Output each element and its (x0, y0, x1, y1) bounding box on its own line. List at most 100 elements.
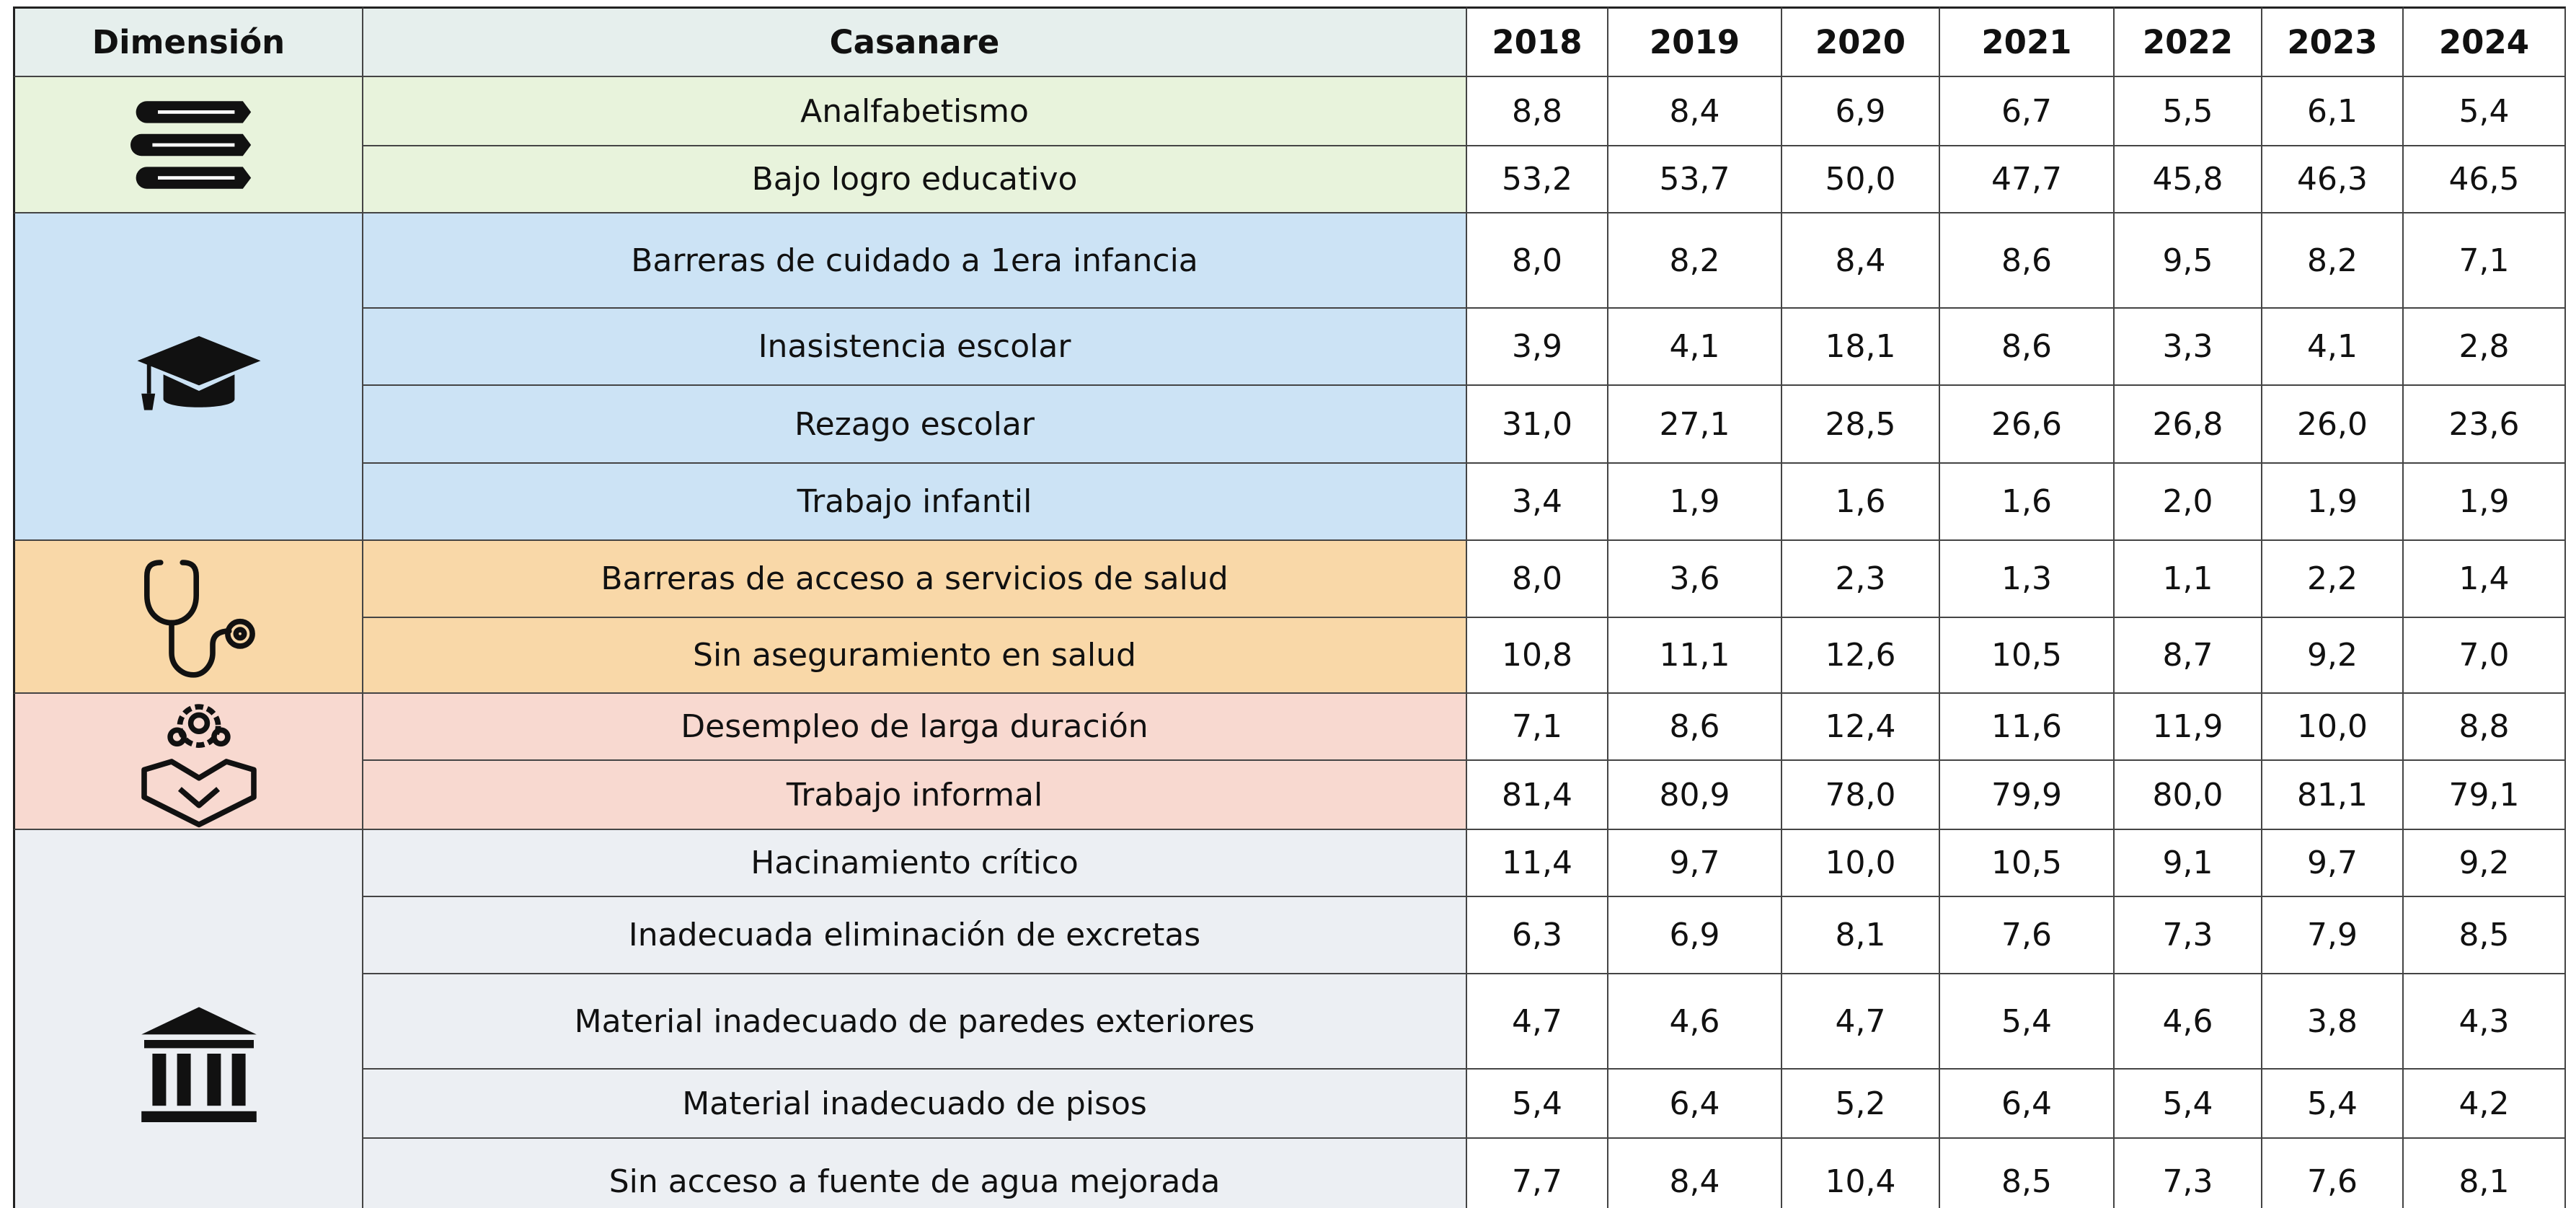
value-cell: 26,6 (1940, 386, 2115, 464)
value-cell: 5,5 (2115, 77, 2262, 146)
value-cell: 6,9 (1782, 77, 1940, 146)
value-cell: 81,1 (2262, 761, 2404, 830)
value-cell: 4,6 (1608, 974, 1782, 1070)
value-cell: 10,0 (1782, 830, 1940, 897)
value-cell: 8,2 (2262, 213, 2404, 309)
value-cell: 11,9 (2115, 694, 2262, 761)
indicator-cell: Material inadecuado de pisos (363, 1070, 1467, 1139)
indicator-cell: Material inadecuado de paredes exteriore… (363, 974, 1467, 1070)
value-cell: 8,4 (1782, 213, 1940, 309)
dimension-cell (13, 694, 363, 830)
stethoscope-icon (144, 560, 255, 678)
value-cell: 2,0 (2115, 464, 2262, 541)
value-cell: 7,0 (2404, 618, 2566, 694)
value-cell: 7,1 (1467, 694, 1608, 761)
value-cell: 3,6 (1608, 541, 1782, 618)
header-cell: 2019 (1608, 6, 1782, 77)
value-cell: 8,7 (2115, 618, 2262, 694)
header-cell: 2022 (2115, 6, 2262, 77)
value-cell: 53,2 (1467, 146, 1608, 213)
value-cell: 31,0 (1467, 386, 1608, 464)
value-cell: 5,4 (2404, 77, 2566, 146)
value-cell: 8,0 (1467, 213, 1608, 309)
value-cell: 10,8 (1467, 618, 1608, 694)
value-cell: 1,4 (2404, 541, 2566, 618)
building-icon (141, 1007, 257, 1122)
value-cell: 9,7 (1608, 830, 1782, 897)
header-cell: Dimensión (13, 6, 363, 77)
value-cell: 1,9 (1608, 464, 1782, 541)
value-cell: 3,4 (1467, 464, 1608, 541)
value-cell: 26,8 (2115, 386, 2262, 464)
indicator-cell: Barreras de cuidado a 1era infancia (363, 213, 1467, 309)
value-cell: 6,4 (1940, 1070, 2115, 1139)
value-cell: 8,8 (1467, 77, 1608, 146)
value-cell: 79,9 (1940, 761, 2115, 830)
indicator-cell: Sin aseguramiento en salud (363, 618, 1467, 694)
value-cell: 8,6 (1940, 213, 2115, 309)
value-cell: 9,2 (2404, 830, 2566, 897)
value-cell: 10,5 (1940, 618, 2115, 694)
value-cell: 8,6 (1940, 309, 2115, 386)
value-cell: 5,4 (2115, 1070, 2262, 1139)
value-cell: 7,3 (2115, 897, 2262, 974)
value-cell: 9,2 (2262, 618, 2404, 694)
value-cell: 8,4 (1608, 77, 1782, 146)
value-cell: 4,6 (2115, 974, 2262, 1070)
value-cell: 10,5 (1940, 830, 2115, 897)
value-cell: 5,4 (1940, 974, 2115, 1070)
indicator-cell: Desempleo de larga duración (363, 694, 1467, 761)
value-cell: 8,2 (1608, 213, 1782, 309)
indicator-cell: Inadecuada eliminación de excretas (363, 897, 1467, 974)
header-cell: 2021 (1940, 6, 2115, 77)
value-cell: 8,1 (2404, 1139, 2566, 1208)
value-cell: 78,0 (1782, 761, 1940, 830)
value-cell: 47,7 (1940, 146, 2115, 213)
value-cell: 5,4 (1467, 1070, 1608, 1139)
value-cell: 1,1 (2115, 541, 2262, 618)
value-cell: 28,5 (1782, 386, 1940, 464)
value-cell: 6,4 (1608, 1070, 1782, 1139)
indicator-cell: Inasistencia escolar (363, 309, 1467, 386)
indicator-cell: Sin acceso a fuente de agua mejorada (363, 1139, 1467, 1208)
value-cell: 7,7 (1467, 1139, 1608, 1208)
value-cell: 1,3 (1940, 541, 2115, 618)
value-cell: 4,7 (1467, 974, 1608, 1070)
value-cell: 80,9 (1608, 761, 1782, 830)
value-cell: 7,6 (2262, 1139, 2404, 1208)
header-cell: 2020 (1782, 6, 1940, 77)
indicator-cell: Rezago escolar (363, 386, 1467, 464)
value-cell: 9,7 (2262, 830, 2404, 897)
indicator-cell: Trabajo informal (363, 761, 1467, 830)
value-cell: 50,0 (1782, 146, 1940, 213)
value-cell: 1,9 (2262, 464, 2404, 541)
value-cell: 10,0 (2262, 694, 2404, 761)
value-cell: 1,9 (2404, 464, 2566, 541)
value-cell: 26,0 (2262, 386, 2404, 464)
value-cell: 80,0 (2115, 761, 2262, 830)
value-cell: 3,3 (2115, 309, 2262, 386)
value-cell: 6,9 (1608, 897, 1782, 974)
value-cell: 11,1 (1608, 618, 1782, 694)
value-cell: 81,4 (1467, 761, 1608, 830)
value-cell: 11,4 (1467, 830, 1608, 897)
value-cell: 18,1 (1782, 309, 1940, 386)
value-cell: 46,3 (2262, 146, 2404, 213)
value-cell: 2,2 (2262, 541, 2404, 618)
value-cell: 8,6 (1608, 694, 1782, 761)
value-cell: 23,6 (2404, 386, 2566, 464)
value-cell: 4,1 (2262, 309, 2404, 386)
header-cell: 2023 (2262, 6, 2404, 77)
value-cell: 11,6 (1940, 694, 2115, 761)
value-cell: 8,1 (1782, 897, 1940, 974)
value-cell: 1,6 (1782, 464, 1940, 541)
value-cell: 6,1 (2262, 77, 2404, 146)
value-cell: 3,8 (2262, 974, 2404, 1070)
value-cell: 5,4 (2262, 1070, 2404, 1139)
value-cell: 7,1 (2404, 213, 2566, 309)
handshake-icon (141, 704, 257, 828)
value-cell: 9,1 (2115, 830, 2262, 897)
value-cell: 4,2 (2404, 1070, 2566, 1139)
indicator-cell: Barreras de acceso a servicios de salud (363, 541, 1467, 618)
